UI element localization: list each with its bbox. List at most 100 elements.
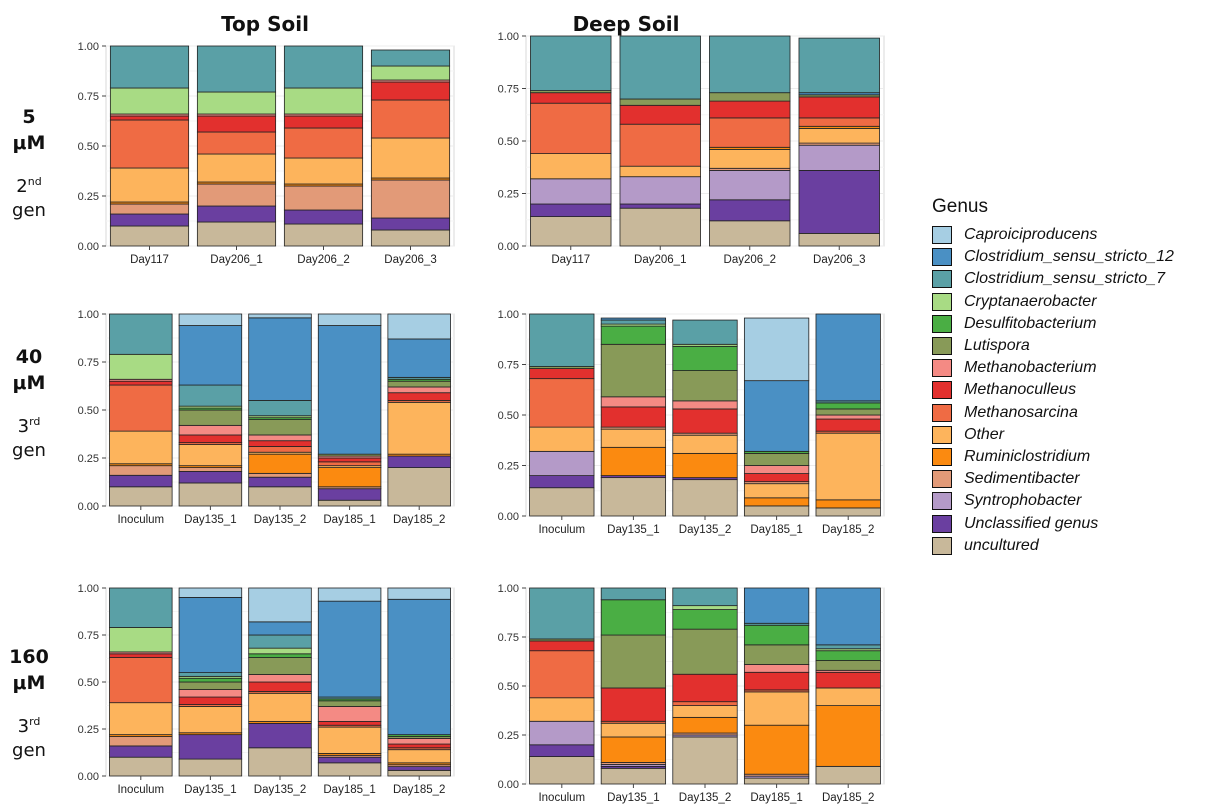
row-conc-value: 5: [22, 106, 36, 128]
bar-segment: [798, 232, 880, 247]
bar-segment: [815, 408, 881, 416]
y-tick-label: 0.75: [78, 357, 99, 369]
y-tick-label: 0.75: [498, 632, 519, 644]
bar-segment: [283, 127, 364, 159]
bar-segment: [815, 705, 881, 767]
bar-segment: [529, 650, 595, 699]
y-tick-label: 0.25: [498, 189, 519, 201]
bar-segment: [672, 319, 738, 345]
bar-segment: [743, 691, 810, 726]
y-tick-label: 0.50: [78, 405, 99, 417]
legend-swatch: [932, 403, 952, 422]
bar-segment: [529, 368, 595, 380]
bar-segment: [387, 737, 451, 745]
legend-item: Methanosarcina: [932, 402, 1174, 424]
bar-segment: [672, 705, 738, 718]
bar-segment: [370, 229, 451, 247]
bar-segment: [600, 477, 667, 517]
bar-segment: [248, 621, 312, 636]
legend-item: Clostridium_sensu_stricto_7: [932, 268, 1174, 290]
legend-label: Methanosarcina: [964, 403, 1078, 421]
x-tick-label: Day206_1: [210, 254, 262, 266]
legend-label: Methanoculleus: [964, 381, 1077, 399]
y-tick-label: 0.25: [78, 191, 99, 203]
chart-deep-soil-5uM: 0.00 0.25 0.50 0.75 1.00 Day117 Day206_1 Day206…: [498, 31, 885, 266]
bar-segment: [248, 313, 312, 319]
bar-segment: [709, 149, 791, 169]
legend-swatch: [932, 470, 952, 489]
bar-segment: [743, 671, 810, 691]
legend-swatch: [932, 314, 952, 333]
bar-segment: [709, 169, 791, 201]
bar-segment: [283, 185, 364, 211]
bar-segment: [529, 487, 595, 517]
bar-segment: [600, 343, 667, 398]
bar-segment: [248, 453, 312, 474]
bar-segment: [109, 45, 190, 89]
bar-segment: [709, 100, 791, 119]
bar-segment: [530, 178, 612, 205]
bar-segment: [387, 766, 451, 771]
row-label-5uM: 5 μM 2nd gen: [0, 104, 58, 223]
x-tick-label: Day185_2: [822, 524, 874, 536]
bar-segment: [248, 747, 312, 777]
y-tick-label: 0.50: [498, 136, 519, 148]
bar-segment: [196, 91, 277, 115]
bar-segment: [600, 587, 667, 601]
bar-segment: [248, 446, 312, 453]
x-tick-label: Day135_2: [679, 524, 731, 536]
bar-segment: [672, 452, 738, 479]
bar-segment: [672, 434, 738, 454]
chart-deep-soil-40uM: 0.00 0.25 0.50 0.75 1.00 Inoculum Day135_1 Day1…: [498, 309, 885, 536]
bar-segment: [317, 313, 382, 326]
bar-segment: [600, 687, 667, 722]
bar-segment: [109, 353, 173, 380]
bar-segment: [178, 444, 243, 467]
bar-segment: [815, 402, 881, 410]
bar-segment: [600, 736, 667, 763]
bar-segment: [109, 225, 190, 247]
bar-segment: [619, 176, 701, 205]
bar-segment: [743, 317, 810, 382]
bar-segment: [672, 479, 738, 517]
bar-segment: [317, 467, 382, 488]
bar-segment: [370, 99, 451, 139]
x-tick-label: Inoculum: [538, 524, 585, 536]
bar-segment: [370, 137, 451, 179]
bar-segment: [387, 386, 451, 394]
bar-segment: [815, 499, 881, 509]
bar-segment: [196, 221, 277, 247]
y-tick-label: 0.50: [498, 681, 519, 693]
legend-label: uncultured: [964, 536, 1039, 554]
bar-segment: [530, 102, 612, 154]
legend-label: Unclassified genus: [964, 514, 1099, 532]
bar-segment: [798, 144, 880, 171]
bar-segment: [815, 687, 881, 706]
bar-segment: [178, 677, 243, 683]
bar-segment: [387, 392, 451, 401]
bar-segment: [600, 446, 667, 477]
bar-segment: [178, 325, 243, 386]
y-tick-label: 0.50: [78, 141, 99, 153]
bar-segment: [743, 473, 810, 483]
y-tick-label: 0.75: [78, 630, 99, 642]
bar-segment: [248, 440, 312, 447]
bar-segment: [248, 476, 312, 488]
bar-segment: [387, 455, 451, 469]
bar-segment: [709, 117, 791, 148]
bar-segment: [317, 721, 382, 726]
bar-segment: [109, 486, 173, 507]
bar-segment: [196, 205, 277, 223]
legend-item: Lutispora: [932, 335, 1174, 357]
bar-segment: [109, 115, 190, 121]
bar-segment: [109, 203, 190, 215]
x-tick-label: Day185_1: [323, 514, 375, 526]
row-gen: 3rd gen: [12, 715, 46, 761]
legend-item: Cryptanaerobacter: [932, 291, 1174, 313]
bar-segment: [709, 92, 791, 102]
bar-segment: [248, 653, 312, 658]
legend-label: Methanobacterium: [964, 359, 1097, 377]
legend-item: Desulfitobacterium: [932, 313, 1174, 335]
bar-segment: [815, 660, 881, 671]
bar-segment: [387, 598, 451, 736]
